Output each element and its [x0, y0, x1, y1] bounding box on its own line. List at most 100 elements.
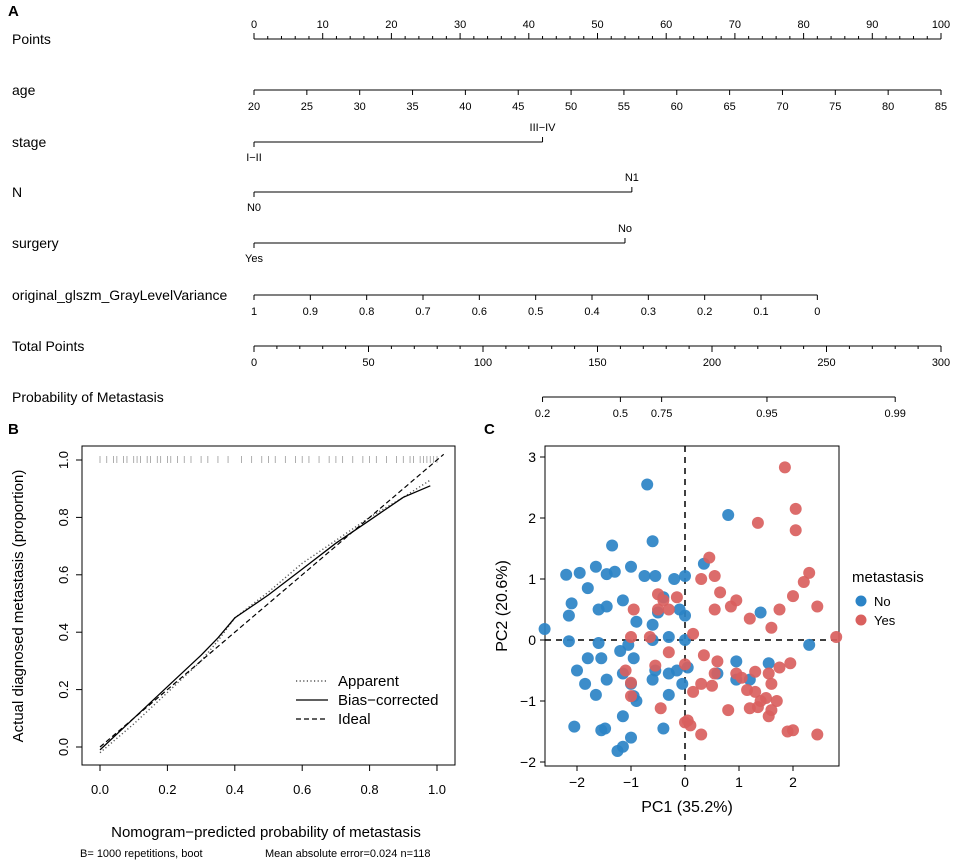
pca-x-tick-label: 1 — [735, 774, 743, 790]
pca-point-yes — [687, 685, 700, 698]
pca-point-yes — [789, 502, 802, 515]
pca-plot-frame — [544, 445, 840, 767]
pca-point-yes — [695, 728, 708, 741]
pca-point-no — [565, 597, 578, 610]
pca-point-no — [538, 623, 551, 635]
pca-point-yes — [649, 659, 662, 672]
pca-point-no — [649, 570, 662, 582]
pca-legend: metastasis No Yes — [852, 569, 924, 628]
pca-point-no — [679, 609, 691, 622]
pca-x-tick-label: 2 — [789, 774, 797, 790]
pca-point-yes — [784, 657, 797, 670]
pca-point-no — [592, 637, 605, 649]
age-tick-label: 20 — [248, 101, 260, 113]
pca-point-no — [573, 566, 586, 579]
glszm-tick-label: 0.9 — [303, 306, 318, 318]
pca-point-no — [616, 594, 629, 607]
pca-point-yes — [811, 728, 824, 741]
pca-y-tick-label: 2 — [528, 510, 536, 526]
legend-apparent-label: Apparent — [338, 673, 400, 690]
calibration-x-tick-label: 0.6 — [293, 782, 311, 797]
stage-level-label: I−II — [246, 152, 262, 164]
pca-y-tick-label: −2 — [520, 754, 536, 770]
total-points-tick-label: 150 — [588, 357, 606, 369]
pca-point-yes — [765, 621, 778, 634]
points-tick-label: 80 — [797, 19, 809, 31]
calibration-y-tick-label: 1.0 — [56, 451, 71, 469]
pca-point-yes — [662, 603, 675, 616]
pca-y-tick-label: −1 — [520, 693, 536, 709]
points-tick-label: 30 — [454, 19, 466, 31]
pca-point-no — [600, 673, 613, 686]
points-tick-label: 60 — [660, 19, 672, 31]
pca-point-no — [589, 560, 602, 573]
total-points-tick-label: 50 — [362, 357, 374, 369]
pca-point-yes — [743, 702, 756, 715]
pca-point-yes — [762, 710, 775, 723]
calibration-plot: 0.0 0.2 0.4 0.6 0.8 1.0 0.0 0.2 0.4 0.6 0.8 1.0 — [56, 451, 446, 797]
calibration-plot-frame — [81, 445, 456, 766]
panel-b: B 0.0 0.2 0.4 0.6 0.8 1.0 0.0 0.2 0.4 0.6 0.8 1.0 A… — [8, 421, 456, 860]
calibration-line-bias-corrected — [99, 485, 431, 751]
calibration-x-tick-label: 0.2 — [158, 782, 176, 797]
points-tick-label: 100 — [932, 19, 950, 31]
row-label-total-points: Total Points — [12, 338, 84, 354]
pca-point-yes — [703, 551, 716, 564]
age-tick-label: 30 — [354, 101, 366, 113]
legend-yes-marker — [855, 614, 867, 626]
pca-point-no — [627, 652, 640, 665]
pca-point-yes — [765, 677, 778, 690]
pca-point-yes — [652, 603, 664, 616]
pca-point-no — [600, 600, 613, 613]
calibration-line-apparent — [99, 479, 431, 754]
pca-point-no — [630, 615, 643, 628]
legend-no-label: No — [874, 594, 891, 609]
n-level-label: N1 — [625, 172, 639, 184]
pca-point-yes — [708, 603, 721, 616]
pca-point-no — [606, 539, 619, 552]
panel-b-label: B — [8, 421, 19, 438]
panel-a-label: A — [8, 3, 19, 20]
pca-point-no — [676, 677, 689, 690]
pca-legend-title: metastasis — [852, 569, 924, 586]
pca-x-axis-label: PC1 (35.2%) — [641, 799, 733, 816]
age-tick-label: 55 — [618, 101, 630, 113]
calibration-x-tick-label: 0.0 — [91, 782, 109, 797]
pca-point-yes — [770, 695, 783, 707]
n-level-label: N0 — [247, 202, 261, 214]
pca-point-no — [568, 720, 581, 733]
pca-point-no — [608, 565, 621, 578]
glszm-tick-label: 0 — [814, 306, 820, 318]
row-label-surgery: surgery — [12, 235, 59, 251]
pca-point-yes — [714, 586, 727, 599]
pca-point-yes — [695, 573, 708, 585]
age-tick-label: 65 — [723, 101, 735, 113]
row-label-n: N — [12, 184, 22, 200]
glszm-tick-label: 0.2 — [697, 306, 712, 318]
pca-point-no — [589, 688, 602, 701]
glszm-tick-label: 0.7 — [415, 306, 430, 318]
age-tick-label: 50 — [565, 101, 577, 113]
pca-point-yes — [627, 603, 640, 616]
pca-point-yes — [730, 594, 743, 607]
pca-point-yes — [830, 631, 843, 643]
pca-point-yes — [762, 667, 775, 680]
pca-point-yes — [751, 516, 764, 529]
pca-point-yes — [722, 704, 735, 717]
pca-point-no — [646, 535, 659, 548]
points-tick-label: 20 — [385, 19, 397, 31]
pca-point-no — [662, 631, 675, 643]
calibration-footnote-right: Mean absolute error=0.024 n=118 — [265, 848, 431, 860]
pca-point-yes — [657, 594, 670, 607]
pca-point-no — [599, 722, 612, 735]
panel-c-label: C — [484, 421, 495, 438]
pca-point-yes — [749, 685, 762, 698]
calibration-legend: Apparent Bias−corrected Ideal — [296, 673, 438, 728]
glszm-tick-label: 0.1 — [753, 306, 768, 318]
pca-point-yes — [711, 655, 724, 668]
pca-plot: −2 −1 0 1 2 −2 −1 0 1 2 3 — [520, 446, 843, 790]
pca-point-no — [668, 573, 681, 585]
